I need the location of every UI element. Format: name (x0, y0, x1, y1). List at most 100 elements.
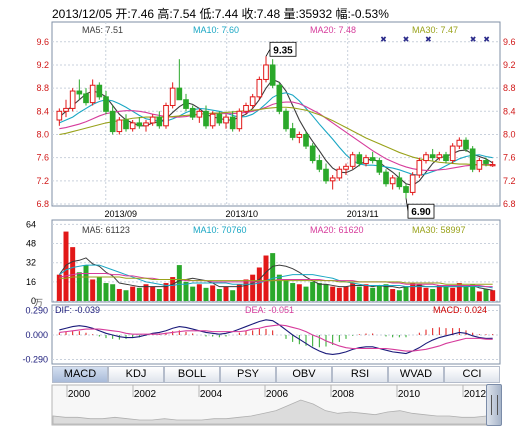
candle (123, 114, 129, 132)
candle-body (263, 64, 269, 80)
candle-body (163, 105, 169, 127)
volume-bar (410, 283, 416, 301)
candle-body (416, 160, 423, 176)
macd-line (59, 319, 493, 355)
volume-bar (170, 277, 176, 301)
volume-bar (456, 283, 462, 301)
volume-bar (350, 283, 356, 301)
tab-boll[interactable]: BOLL (164, 366, 220, 383)
macd-y-axis: 0.290 0.000 -0.290 (22, 306, 48, 365)
tab-psy[interactable]: PSY (220, 366, 276, 383)
macd-histogram (58, 327, 494, 348)
candle-body (256, 78, 263, 98)
candle-body (303, 133, 309, 147)
navigator-x-tick: 2004 (200, 389, 223, 400)
tab-kdj[interactable]: KDJ (108, 366, 164, 383)
volume-bar (263, 255, 269, 301)
legend-item: MA5: 61123 (82, 225, 130, 235)
candle (409, 172, 416, 196)
candle (143, 120, 149, 132)
volume-bar (330, 286, 336, 301)
annotation-value: 6.90 (411, 207, 431, 218)
candle (96, 82, 103, 100)
candle (456, 137, 463, 149)
candle (416, 157, 423, 178)
candle-body (129, 122, 136, 130)
volume-bar (216, 289, 222, 301)
candle (476, 157, 483, 173)
volume-bar (403, 286, 409, 301)
candle-body (483, 160, 489, 164)
price-panel-frame (51, 21, 501, 207)
indicator-tabs: MACD KDJ BOLL PSY OBV RSI WVAD CCI (52, 366, 500, 383)
price-y-tick-right: 9.2 (503, 60, 516, 70)
candle (229, 111, 236, 132)
tab-cci[interactable]: CCI (444, 366, 500, 383)
volume-bar (270, 253, 276, 301)
candle (176, 59, 183, 101)
candle-body (309, 145, 316, 162)
candle (336, 166, 343, 181)
candle-body (109, 110, 116, 133)
candle-body (329, 177, 336, 182)
candle (276, 82, 283, 115)
volume-bar (183, 281, 189, 301)
tab-macd[interactable]: MACD (52, 366, 108, 383)
candle (156, 111, 163, 129)
candle-body (149, 116, 156, 124)
tab-wvad[interactable]: WVAD (388, 366, 444, 383)
legend-item: MA5: 7.51 (82, 25, 124, 35)
candle-body (363, 157, 369, 164)
macd-line (59, 324, 493, 352)
volume-bar (476, 291, 482, 301)
price-y-tick-right: 7.2 (503, 176, 516, 186)
volume-bar (230, 290, 236, 301)
price-y-tick-left: 8.0 (36, 129, 49, 139)
candle-body (243, 105, 249, 112)
legend-item: MA20: 61620 (310, 225, 364, 235)
candle (163, 102, 169, 129)
candle (69, 88, 76, 112)
navigator-drag-handle[interactable] (486, 384, 502, 426)
legend-item: DIF: -0.039 (55, 305, 101, 315)
volume-bar (63, 231, 69, 301)
volume-y-tick: 32 (26, 258, 36, 268)
tab-obv[interactable]: OBV (276, 366, 332, 383)
price-ma-line (59, 106, 493, 166)
candle-body (136, 122, 143, 127)
volume-bar (250, 274, 256, 301)
candle-body (369, 157, 376, 162)
price-y-tick-left: 7.2 (36, 176, 49, 186)
volume-bar (470, 284, 476, 301)
candle-body (296, 133, 303, 138)
candle (489, 161, 496, 167)
tab-rsi[interactable]: RSI (332, 366, 388, 383)
volume-bar (130, 286, 136, 301)
candle (249, 93, 256, 109)
navigator-x-axis: 2000 2002 2004 2006 2008 2010 2012 (66, 385, 487, 400)
candle (189, 105, 196, 120)
candle-body (76, 90, 83, 95)
navigator-price-area (52, 399, 500, 425)
candle (363, 154, 369, 167)
candle-body (169, 87, 176, 107)
price-y-tick-left: 9.2 (36, 60, 49, 70)
candle-body (236, 110, 243, 130)
candle-body (56, 110, 63, 121)
candle-body (343, 165, 349, 170)
event-marker-icon: ✖ (425, 35, 432, 44)
price-y-tick-left: 8.8 (36, 83, 49, 93)
volume-y-tick: 48 (26, 239, 36, 249)
volume-bar (450, 287, 456, 301)
candle-body (476, 160, 483, 170)
candle-body (249, 96, 256, 107)
quote-summary: 2013/12/05 开:7.46 高:7.54 低:7.44 收:7.48 量… (52, 7, 389, 21)
annotation-leader (265, 49, 271, 57)
candle (56, 108, 63, 126)
candle (469, 146, 476, 173)
price-y-tick-right: 8.0 (503, 129, 516, 139)
candle-body (403, 186, 409, 193)
candle-body (143, 122, 149, 127)
candle-body (396, 177, 403, 188)
